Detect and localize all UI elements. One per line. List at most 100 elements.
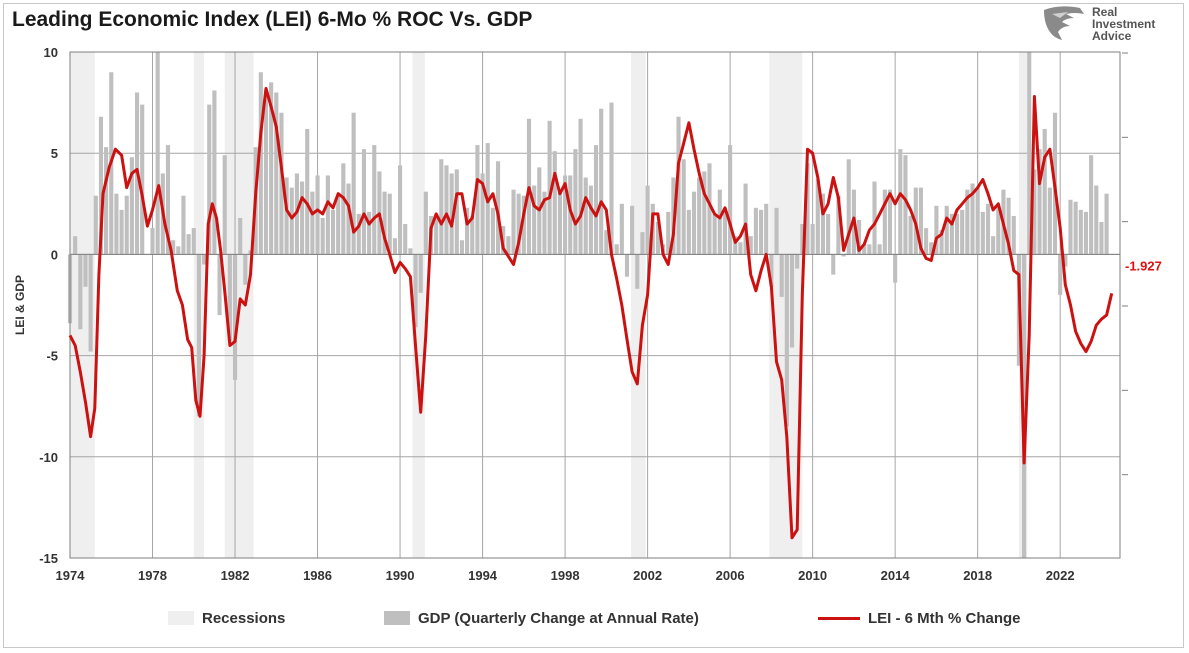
gdp-bar [361, 149, 367, 255]
x-tick-label: 2018 [963, 568, 992, 583]
gdp-bar [820, 193, 826, 255]
gdp-bar [449, 173, 454, 255]
gdp-bar [593, 145, 599, 255]
gdp-bar [1006, 197, 1011, 255]
plot-border [69, 51, 1121, 559]
gdp-bar [439, 159, 444, 255]
legend-label: Recessions [202, 609, 286, 627]
gdp-bar [810, 224, 815, 255]
gdp-bar [867, 244, 872, 255]
gdp-bar [733, 236, 738, 255]
gdp-bar [898, 149, 903, 255]
gdp-bar [686, 209, 691, 255]
gdp-bar [284, 177, 289, 255]
x-tick-label: 1990 [386, 568, 415, 583]
x-tick-label: 2002 [633, 568, 662, 583]
gdp-bar [805, 163, 810, 255]
gdp-bar [98, 116, 104, 255]
gdp-bar [743, 183, 748, 255]
gdp-bar [1099, 222, 1104, 255]
gdp-bar [836, 195, 841, 255]
gdp-bar [903, 155, 908, 255]
gdp-bar [506, 236, 511, 255]
gdp-bar [186, 234, 191, 255]
gdp-bar [1032, 169, 1037, 255]
gdp-bar [346, 183, 351, 255]
gdp-bar [758, 209, 764, 255]
gdp-bar [1094, 185, 1099, 255]
logo-line: Real [1092, 5, 1118, 19]
gdp-bar [202, 254, 207, 265]
gdp-bar [119, 209, 124, 255]
gdp-bar [862, 244, 867, 255]
gdp-bar [475, 145, 480, 255]
gdp-bar [480, 173, 485, 255]
gdp-bar [459, 240, 465, 255]
y-tick-label: 10 [44, 45, 58, 60]
gdp-bar [325, 175, 330, 255]
gdp-bar [712, 213, 717, 255]
gdp-bar [258, 72, 263, 255]
gdp-bar [774, 207, 779, 255]
gdp-bar [495, 161, 501, 255]
gdp-bar [356, 213, 361, 255]
gdp-bar [300, 181, 305, 255]
gdp-bar [929, 242, 934, 255]
gdp-bar [83, 254, 88, 287]
gdp-bar [893, 254, 898, 283]
gdp-swatch [384, 611, 410, 625]
y-tick-label: 0 [51, 247, 58, 262]
x-tick-label: 1974 [56, 568, 86, 583]
gdp-bar [155, 52, 160, 255]
lei-line [68, 86, 1114, 540]
gdp-bar [738, 242, 743, 255]
gdp-bar [619, 203, 624, 255]
gdp-bar [171, 240, 176, 255]
gdp-bar [521, 195, 526, 255]
real-investment-advice-logo: Real Investment Advice [1040, 4, 1180, 50]
gdp-bar [1027, 52, 1032, 255]
gdp-bar [88, 254, 93, 352]
gdp-bar [640, 232, 645, 255]
gdp-bar [181, 195, 186, 255]
gdp-bar [150, 228, 155, 255]
gdp-bar [789, 254, 795, 348]
gdp-bar [949, 213, 954, 255]
legend-recessions: Recessions [168, 606, 285, 630]
gdp-bar [624, 254, 630, 277]
gdp-bar [114, 193, 119, 255]
gdp-bar [846, 159, 851, 255]
gdp-bar [330, 209, 336, 255]
last-value-label: -1.927 [1125, 258, 1162, 273]
gdp-bar [728, 145, 733, 255]
gdp-bar [908, 215, 913, 255]
recession-band [631, 52, 646, 558]
gdp-bar [764, 203, 769, 255]
gdp-bar [423, 191, 428, 255]
gdp-bar [532, 185, 537, 255]
gdp-bar [887, 189, 893, 255]
gdp-bar [289, 187, 294, 255]
gdp-bar [877, 244, 882, 255]
gdp-bar [960, 209, 965, 255]
gdp-bar [336, 195, 341, 255]
gdp-bar [944, 205, 949, 255]
gdp-bar [1078, 209, 1083, 255]
gdp-bar [697, 177, 702, 255]
gdp-bar [722, 207, 728, 255]
gdp-bar [954, 213, 960, 255]
gdp-bar [124, 195, 129, 255]
lei-swatch [818, 616, 860, 620]
y-tick-label: -10 [39, 450, 58, 465]
gdp-bar [717, 189, 722, 255]
gdp-bar [238, 217, 243, 255]
gdp-bar [542, 191, 547, 255]
gdp-bar [470, 215, 475, 255]
x-tick-label: 1978 [138, 568, 167, 583]
gdp-bar [490, 207, 495, 255]
gdp-bar [882, 189, 887, 255]
gdp-bar [604, 230, 609, 255]
x-tick-label: 1994 [468, 568, 498, 583]
chart-title: Leading Economic Index (LEI) 6-Mo % ROC … [12, 8, 533, 31]
